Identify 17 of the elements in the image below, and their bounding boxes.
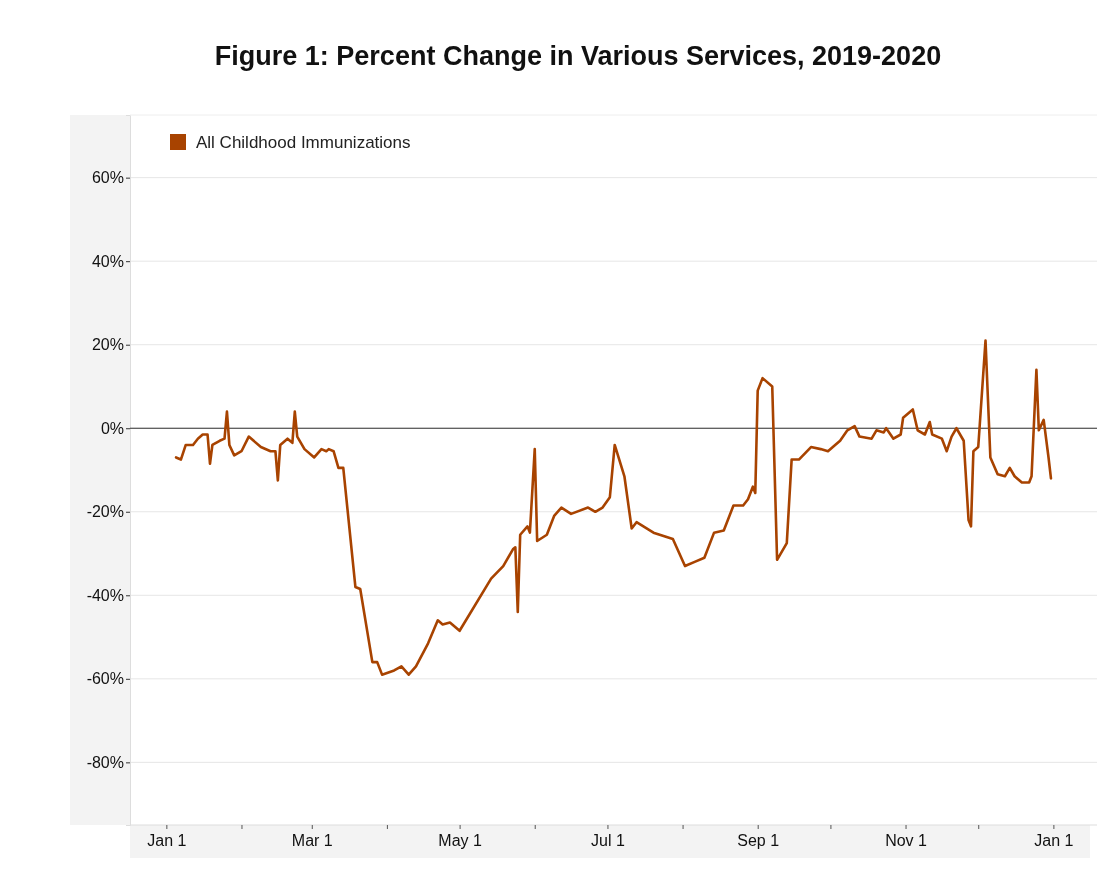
x-tick-label: Mar 1 <box>291 832 333 850</box>
y-tick-label: 40% <box>91 252 124 270</box>
x-tick-label: Jul 1 <box>591 832 625 850</box>
y-tick-label: 60% <box>91 169 124 187</box>
y-tick-label: -20% <box>86 503 124 521</box>
y-tick-label: -40% <box>86 586 124 604</box>
x-tick-label: Sep 1 <box>737 832 780 850</box>
y-tick-label: 20% <box>91 336 124 354</box>
chart-title: Figure 1: Percent Change in Various Services, 2019-2020 <box>214 41 942 71</box>
y-tick-label: -60% <box>86 670 124 688</box>
x-tick-label: Jan 1 <box>147 832 187 850</box>
x-tick-label: May 1 <box>438 832 482 850</box>
x-tick-label: Nov 1 <box>885 832 928 850</box>
x-tick-label: Jan 1 <box>1034 832 1074 850</box>
legend-label: All Childhood Immunizations <box>196 133 411 152</box>
y-tick-label: -80% <box>86 753 124 771</box>
y-tick-label: 0% <box>100 419 124 437</box>
